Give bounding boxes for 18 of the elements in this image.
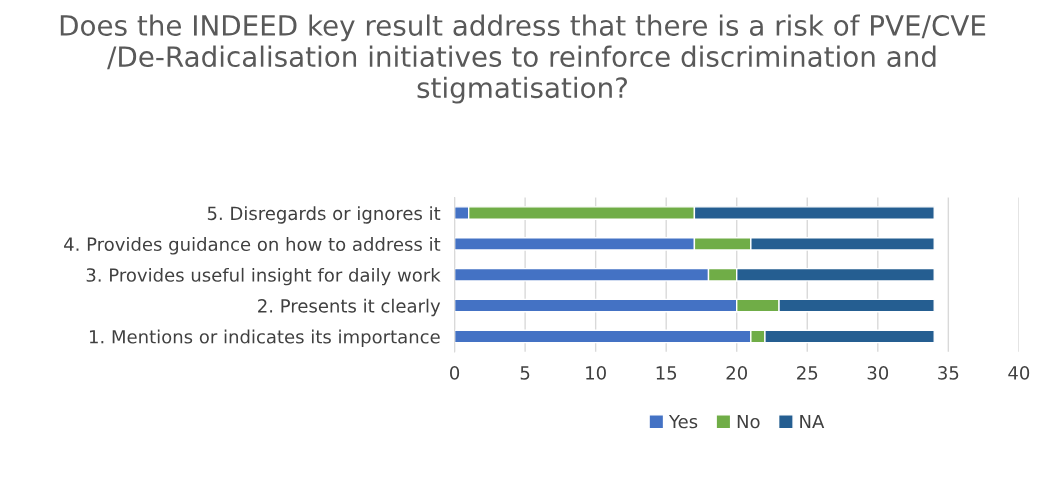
x-tick-label: 30 — [867, 366, 889, 380]
x-tick-label: 35 — [938, 366, 959, 380]
x-tick-label: 20 — [726, 366, 748, 380]
x-tick-label: 25 — [797, 366, 818, 380]
x-tick-label: 10 — [586, 366, 606, 380]
y-tick-label: 4. Provides guidance on how to address it — [64, 237, 441, 255]
y-tick-label: 5. Disregards or ignores it — [207, 206, 441, 224]
y-tick-label: 3. Provides useful insight for daily work — [86, 267, 441, 286]
x-tick-label: 5 — [520, 366, 530, 380]
x-tick-label: 0 — [450, 366, 460, 380]
y-tick-label: 1. Mentions or indicates its importance — [89, 329, 440, 348]
legend-label: Yes — [668, 414, 698, 429]
legend-label: No — [737, 414, 760, 429]
x-tick-label: 40 — [1008, 366, 1030, 380]
y-tick-label: 2. Presents it clearly — [258, 298, 441, 317]
legend-label: NA — [800, 414, 825, 429]
x-tick-label: 15 — [656, 366, 677, 380]
chart-title: Does the INDEED key result address that there is a risk of PVE/CVE /De-Radicalisation initiatives to reinforce discrimination and stigmatisation? — [60, 14, 986, 104]
